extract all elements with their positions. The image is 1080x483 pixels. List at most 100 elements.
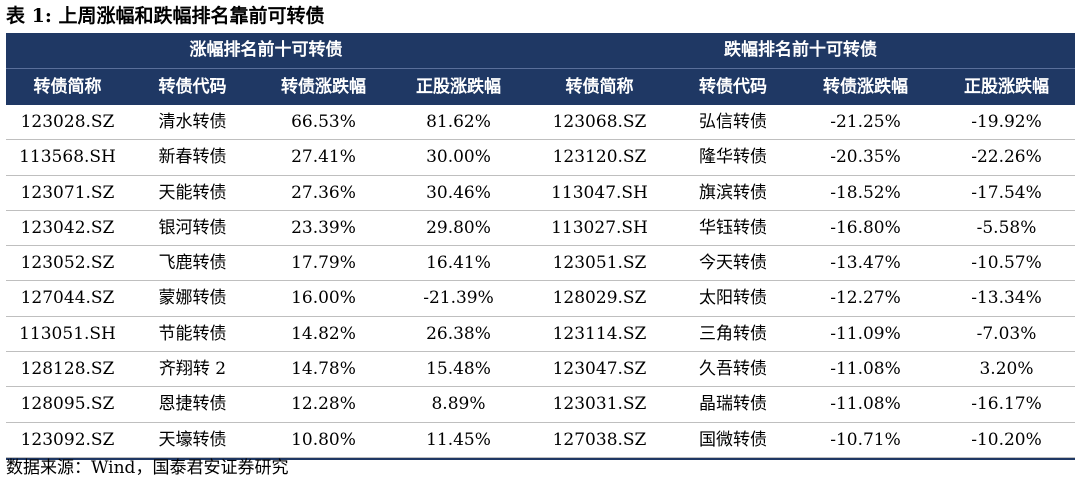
table-cell: 123092.SZ xyxy=(20,429,115,450)
table-cell: 123114.SZ xyxy=(552,323,647,344)
table-row: 123042.SZ 银河转债 23.39% 29.80% 113027.SH 华钰转债 -1… xyxy=(6,211,1075,247)
table-row: 123092.SZ 天壕转债 10.80% 11.45% 127038.SZ 国微转债 -1… xyxy=(6,423,1075,458)
table-cell: 66.53% xyxy=(291,112,356,132)
table-cell: 128128.SZ xyxy=(20,359,115,380)
convertible-bond-table: 涨幅排名前十可转债 跌幅排名前十可转债 转债简称 转债代码 转债涨跌幅 正股涨跌… xyxy=(6,33,1075,460)
table-cell: 29.80% xyxy=(426,217,491,238)
table-cell: 恩捷转债 xyxy=(158,394,227,415)
column-header: 转债简称 xyxy=(33,77,102,97)
column-header: 转债代码 xyxy=(699,77,767,97)
column-header: 转债简称 xyxy=(565,77,634,97)
table-cell: 127038.SZ xyxy=(552,429,647,450)
table-cell: -12.27% xyxy=(830,288,901,309)
table-cell: 太阳转债 xyxy=(699,288,767,309)
table-cell: 11.45% xyxy=(426,429,491,450)
table-cell: 10.80% xyxy=(291,429,356,450)
column-header: 转债涨跌幅 xyxy=(823,77,908,97)
table-cell: 飞鹿转债 xyxy=(158,253,227,274)
table-cell: 113027.SH xyxy=(551,217,648,238)
table-cell: -16.17% xyxy=(971,394,1042,415)
table-cell: 128095.SZ xyxy=(20,394,115,415)
table-cell: 弘信转债 xyxy=(699,112,767,132)
table-cell: 113047.SH xyxy=(551,182,648,203)
table-cell: 隆华转债 xyxy=(699,147,767,168)
table-cell: 3.20% xyxy=(979,359,1034,380)
table-cell: -19.92% xyxy=(971,112,1042,132)
column-header: 转债涨跌幅 xyxy=(281,77,366,97)
table-cell: 天能转债 xyxy=(158,182,227,203)
table-cell: 123052.SZ xyxy=(20,253,115,274)
table-cell: -20.35% xyxy=(830,147,901,168)
table-cell: 27.41% xyxy=(291,147,356,168)
table-cell: 17.79% xyxy=(291,253,356,274)
table-cell: 123120.SZ xyxy=(552,147,647,168)
table-cell: 27.36% xyxy=(291,182,356,203)
table-cell: -5.58% xyxy=(976,217,1037,238)
table-cell: -10.57% xyxy=(971,253,1042,274)
column-header-row: 转债简称 转债代码 转债涨跌幅 正股涨跌幅 转债简称 转债代码 转债涨跌幅 正股… xyxy=(6,68,1075,105)
source-note: 数据来源：Wind，国泰君安证券研究 xyxy=(6,458,289,478)
table-cell: -21.25% xyxy=(830,112,901,132)
table-row: 127044.SZ 蒙娜转债 16.00% -21.39% 128029.SZ 太阳转债 -… xyxy=(6,281,1075,317)
table-cell: -13.34% xyxy=(971,288,1042,309)
table-cell: 旗滨转债 xyxy=(699,182,767,203)
column-header: 转债代码 xyxy=(158,77,227,97)
table-cell: 新春转债 xyxy=(158,147,227,168)
table-cell: 128029.SZ xyxy=(552,288,647,309)
table-cell: 天壕转债 xyxy=(158,429,227,450)
table-cell: 齐翔转 2 xyxy=(158,359,227,380)
table-cell: 123047.SZ xyxy=(552,359,647,380)
table-cell: -10.20% xyxy=(971,429,1042,450)
table-row: 113568.SH 新春转债 27.41% 30.00% 123120.SZ 隆华转债 -2… xyxy=(6,140,1075,176)
table-cell: 123042.SZ xyxy=(20,217,115,238)
table-cell: -18.52% xyxy=(830,182,901,203)
table-cell: 23.39% xyxy=(291,217,356,238)
group-header-losers: 跌幅排名前十可转债 xyxy=(724,40,877,60)
table-cell: 12.28% xyxy=(291,394,356,415)
table-row: 128095.SZ 恩捷转债 12.28% 8.89% 123031.SZ 晶瑞转债 -11… xyxy=(6,387,1075,423)
group-header-row: 涨幅排名前十可转债 跌幅排名前十可转债 xyxy=(6,33,1075,68)
table-cell: 30.00% xyxy=(426,147,491,168)
table-cell: 今天转债 xyxy=(699,253,767,274)
table-cell: 国微转债 xyxy=(699,429,767,450)
table-cell: 15.48% xyxy=(426,359,491,380)
table-cell: -13.47% xyxy=(830,253,901,274)
table-cell: 81.62% xyxy=(426,112,491,132)
table-cell: -11.08% xyxy=(830,359,901,380)
table-cell: 113051.SH xyxy=(19,323,116,344)
table-cell: 久吾转债 xyxy=(699,359,767,380)
table-body: 123028.SZ 清水转债 66.53% 81.62% 123068.SZ 弘信转债 -2… xyxy=(6,105,1075,458)
table-cell: 清水转债 xyxy=(158,112,227,132)
table-cell: 123028.SZ xyxy=(20,112,115,132)
table-cell: 123068.SZ xyxy=(552,112,647,132)
table-cell: 14.78% xyxy=(291,359,356,380)
table-cell: 8.89% xyxy=(431,394,486,415)
table-cell: 30.46% xyxy=(426,182,491,203)
table-cell: -22.26% xyxy=(971,147,1042,168)
table-cell: 26.38% xyxy=(426,323,491,344)
table-cell: -17.54% xyxy=(971,182,1042,203)
table-cell: 晶瑞转债 xyxy=(699,394,767,415)
table-cell: -11.08% xyxy=(830,394,901,415)
table-cell: -11.09% xyxy=(830,323,901,344)
column-header: 正股涨跌幅 xyxy=(416,77,501,97)
table-row: 128128.SZ 齐翔转 2 14.78% 15.48% 123047.SZ 久吾转债 -… xyxy=(6,352,1075,388)
table-cell: 123071.SZ xyxy=(20,182,115,203)
table-cell: -7.03% xyxy=(976,323,1037,344)
table-cell: -10.71% xyxy=(830,429,901,450)
column-header: 正股涨跌幅 xyxy=(964,77,1049,97)
table-row: 123071.SZ 天能转债 27.36% 30.46% 113047.SH 旗滨转债 -1… xyxy=(6,176,1075,211)
table-row: 123028.SZ 清水转债 66.53% 81.62% 123068.SZ 弘信转债 -2… xyxy=(6,105,1075,141)
group-header-gainers: 涨幅排名前十可转债 xyxy=(189,40,343,60)
table-cell: 节能转债 xyxy=(158,323,227,344)
table-row: 113051.SH 节能转债 14.82% 26.38% 123114.SZ 三角转债 -1… xyxy=(6,317,1075,353)
table-cell: 三角转债 xyxy=(699,323,767,344)
table-cell: 123051.SZ xyxy=(552,253,647,274)
table-cell: 蒙娜转债 xyxy=(158,288,227,309)
table-cell: 14.82% xyxy=(291,323,356,344)
table-cell: 银河转债 xyxy=(158,217,227,238)
table-cell: -16.80% xyxy=(830,217,901,238)
table-row: 123052.SZ 飞鹿转债 17.79% 16.41% 123051.SZ 今天转债 -1… xyxy=(6,246,1075,282)
table-cell: 华钰转债 xyxy=(699,217,767,238)
table-cell: -21.39% xyxy=(423,288,494,309)
